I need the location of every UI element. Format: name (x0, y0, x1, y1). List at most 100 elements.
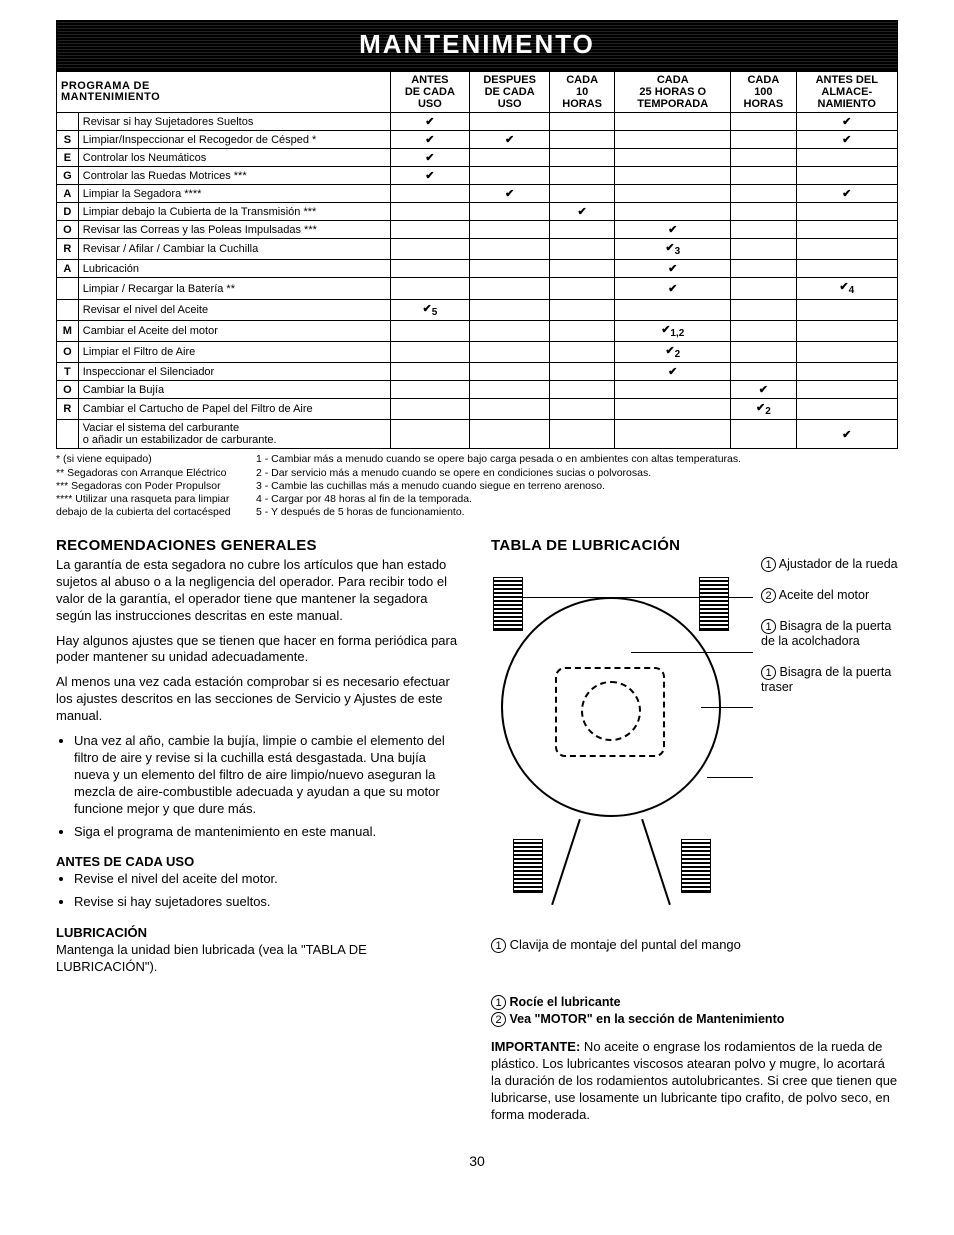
check-cell (470, 342, 550, 363)
callout-4-text: Bisagra de la puerta traser (761, 665, 891, 694)
table-title-l2: MANTENIMIENTO (61, 91, 160, 103)
row-label: Controlar las Ruedas Motrices *** (78, 167, 390, 185)
footnotes: * (si viene equipado) ** Segadoras con A… (56, 453, 898, 519)
vertical-letter: R (57, 239, 79, 260)
check-cell: ✔ (390, 167, 470, 185)
check-cell (550, 381, 615, 399)
lubricacion-heading: LUBRICACIÓN (56, 925, 463, 940)
check-cell (615, 131, 731, 149)
wheel-icon (493, 577, 523, 631)
check-cell (731, 131, 796, 149)
fn-r3: 3 - Cambie las cuchillas más a menudo cu… (256, 480, 898, 493)
check-cell (550, 149, 615, 167)
callout-1-text: Ajustador de la rueda (779, 557, 898, 571)
check-cell (550, 278, 615, 299)
check-cell (731, 342, 796, 363)
banner-title: MANTENIMENTO (56, 20, 898, 71)
vertical-letter (57, 278, 79, 299)
diagram-caption-text: Clavija de montaje del puntal del mango (510, 937, 741, 952)
check-cell (796, 299, 898, 320)
vertical-letter: S (57, 131, 79, 149)
check-cell (390, 381, 470, 399)
check-cell (731, 167, 796, 185)
check-cell (390, 320, 470, 341)
check-cell (470, 299, 550, 320)
check-cell (390, 239, 470, 260)
wheel-icon (699, 577, 729, 631)
table-title: PROGRAMA DE MANTENIMIENTO (57, 72, 391, 113)
check-cell (470, 167, 550, 185)
check-cell (731, 203, 796, 221)
vertical-letter: M (57, 320, 79, 341)
row-label: Cambiar el Aceite del motor (78, 320, 390, 341)
leader-line (523, 597, 753, 598)
vertical-letter (57, 113, 79, 131)
row-label: Lubricación (78, 260, 390, 278)
check-cell (615, 203, 731, 221)
right-column: TABLA DE LUBRICACIÓN 1 Ajustador de la r… (491, 537, 898, 1131)
check-cell: ✔ (615, 221, 731, 239)
check-cell (550, 320, 615, 341)
check-cell (470, 381, 550, 399)
col-antes: ANTES DE CADA USO (390, 72, 470, 113)
vertical-letter: A (57, 185, 79, 203)
check-cell (731, 239, 796, 260)
check-cell (796, 363, 898, 381)
check-cell: ✔2 (615, 342, 731, 363)
check-cell (731, 185, 796, 203)
check-cell (796, 260, 898, 278)
callout-2-text: Aceite del motor (779, 588, 869, 602)
importante-label: IMPORTANTE: (491, 1039, 580, 1054)
check-cell: ✔ (796, 131, 898, 149)
antes-heading: ANTES DE CADA USO (56, 854, 463, 869)
vertical-letter (57, 420, 79, 449)
row-label: Revisar el nivel del Aceite (78, 299, 390, 320)
check-cell (796, 320, 898, 341)
handle-icon (551, 819, 581, 905)
row-label: Revisar las Correas y las Poleas Impulsa… (78, 221, 390, 239)
row-label: Limpiar la Segadora **** (78, 185, 390, 203)
tabla-lub-heading: TABLA DE LUBRICACIÓN (491, 537, 898, 554)
check-cell: ✔ (796, 420, 898, 449)
left-column: RECOMENDACIONES GENERALES La garantía de… (56, 537, 463, 1131)
table-row: TInspeccionar el Silenciador✔ (57, 363, 898, 381)
check-cell: ✔ (615, 278, 731, 299)
check-cell (731, 420, 796, 449)
check-cell (550, 363, 615, 381)
legend: 1 Rocíe el lubricante 2 Vea "MOTOR" en l… (491, 995, 898, 1027)
fn-r2: 2 - Dar servicio más a menudo cuando se … (256, 467, 898, 480)
fn-r5: 5 - Y después de 5 horas de funcionamien… (256, 506, 898, 519)
legend-2: 2 Vea "MOTOR" en la sección de Mantenimi… (491, 1012, 898, 1027)
row-label: Revisar si hay Sujetadores Sueltos (78, 113, 390, 131)
check-cell: ✔ (550, 203, 615, 221)
table-row: EControlar los Neumáticos✔ (57, 149, 898, 167)
check-cell (731, 363, 796, 381)
check-cell: ✔ (796, 185, 898, 203)
table-row: Limpiar / Recargar la Batería **✔✔4 (57, 278, 898, 299)
check-cell (796, 239, 898, 260)
table-row: MCambiar el Aceite del motor✔1,2 (57, 320, 898, 341)
leader-line (631, 652, 753, 653)
check-cell (615, 420, 731, 449)
check-cell (550, 167, 615, 185)
importante-paragraph: IMPORTANTE: No aceite o engrase los roda… (491, 1039, 898, 1123)
lubrication-diagram: 1 Ajustador de la rueda 2 Aceite del mot… (491, 557, 898, 987)
antes-bullet-2: Revise si hay sujetadores sueltos. (74, 894, 463, 911)
check-cell: ✔ (615, 260, 731, 278)
check-cell (550, 131, 615, 149)
check-cell (796, 342, 898, 363)
check-cell (550, 113, 615, 131)
leader-line (701, 707, 753, 708)
row-label: Cambiar el Cartucho de Papel del Filtro … (78, 399, 390, 420)
check-cell (731, 278, 796, 299)
col-10h: CADA 10 HORAS (550, 72, 615, 113)
check-cell (470, 278, 550, 299)
check-cell (470, 363, 550, 381)
check-cell: ✔ (390, 131, 470, 149)
check-cell (390, 185, 470, 203)
rec-bullet-1: Una vez al año, cambie la bujía, limpie … (74, 733, 463, 817)
col-25h: CADA 25 HORAS O TEMPORADA (615, 72, 731, 113)
vertical-letter: O (57, 342, 79, 363)
col-100h: CADA 100 HORAS (731, 72, 796, 113)
check-cell: ✔ (615, 363, 731, 381)
